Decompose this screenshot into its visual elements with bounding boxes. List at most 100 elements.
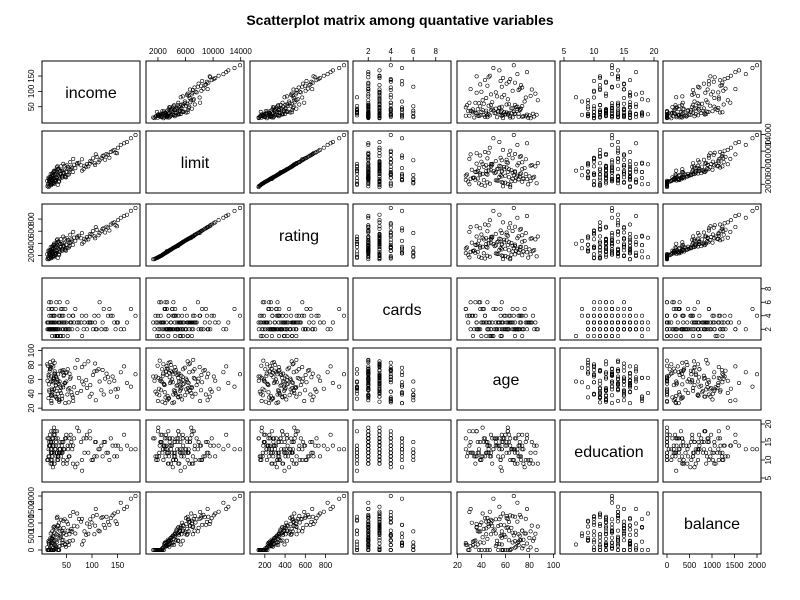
data-point [178,327,183,332]
data-point [468,249,473,254]
data-point [591,391,596,396]
data-point [474,224,479,229]
data-point [496,454,501,459]
data-point [377,160,382,165]
data-point [276,114,281,119]
data-point [517,443,522,448]
data-point [494,240,499,245]
data-point [609,367,614,372]
data-point [280,313,285,318]
data-point [388,374,393,379]
data-point [314,313,319,318]
data-point [679,115,684,120]
data-point [313,75,318,80]
data-point [497,443,502,448]
data-point [706,378,711,383]
data-point [498,246,503,251]
data-point [152,116,157,121]
data-point [198,100,203,105]
data-point [76,516,81,521]
data-point [93,439,98,444]
data-point [354,388,359,393]
data-point [103,157,108,162]
data-point [265,109,270,114]
data-point [377,233,382,238]
data-point [388,183,393,188]
data-point [309,313,314,318]
data-point [509,447,514,452]
data-point [591,246,596,251]
data-point [621,320,626,325]
data-point [91,514,96,519]
data-point [678,369,683,374]
data-point [267,369,272,374]
data-point [664,381,669,386]
data-point [690,313,695,318]
data-point [178,439,183,444]
data-point [522,306,527,311]
data-point [93,506,98,511]
panel-frame [559,347,659,411]
data-point [703,161,708,166]
data-point [522,166,527,171]
panel-frame [249,203,349,267]
data-point [609,233,614,238]
data-point [633,162,638,167]
data-point [277,327,282,332]
data-point [272,461,277,466]
data-point [609,115,614,120]
data-point [122,432,127,437]
data-point [310,87,315,92]
data-point [316,313,321,318]
data-point [505,243,510,248]
data-point [133,313,138,318]
data-point [196,230,201,235]
data-point [55,182,60,187]
data-point [479,89,484,94]
data-point [354,182,359,187]
data-point [61,313,66,318]
data-point [388,88,393,93]
data-point [505,327,510,332]
data-point [736,140,741,145]
data-point [597,113,602,118]
data-point [56,178,61,183]
data-point [354,242,359,247]
data-point [750,447,755,452]
data-point [47,327,52,332]
data-point [115,394,120,399]
data-point [615,212,620,217]
data-point [615,252,620,257]
data-point [158,112,163,117]
data-point [627,113,632,118]
data-point [168,443,173,448]
data-point [59,543,64,548]
data-point [191,320,196,325]
data-point [160,373,165,378]
data-point [377,226,382,231]
data-point [275,372,280,377]
data-point [504,232,509,237]
data-point [585,170,590,175]
data-point [609,111,614,116]
data-point [591,244,596,249]
data-point [181,454,186,459]
data-point [711,313,716,318]
data-point [264,333,269,338]
data-point [704,327,709,332]
data-point [695,84,700,89]
data-point [615,83,620,88]
data-point [302,398,307,403]
data-point [160,447,165,452]
variable-label-limit: limit [181,155,210,172]
data-point [692,172,697,177]
data-point [520,432,525,437]
data-point [615,369,620,374]
data-point [627,313,632,318]
data-point [366,177,371,182]
data-point [388,92,393,97]
data-point [627,110,632,115]
data-point [720,224,725,229]
data-point [164,306,169,311]
data-point [316,148,321,153]
